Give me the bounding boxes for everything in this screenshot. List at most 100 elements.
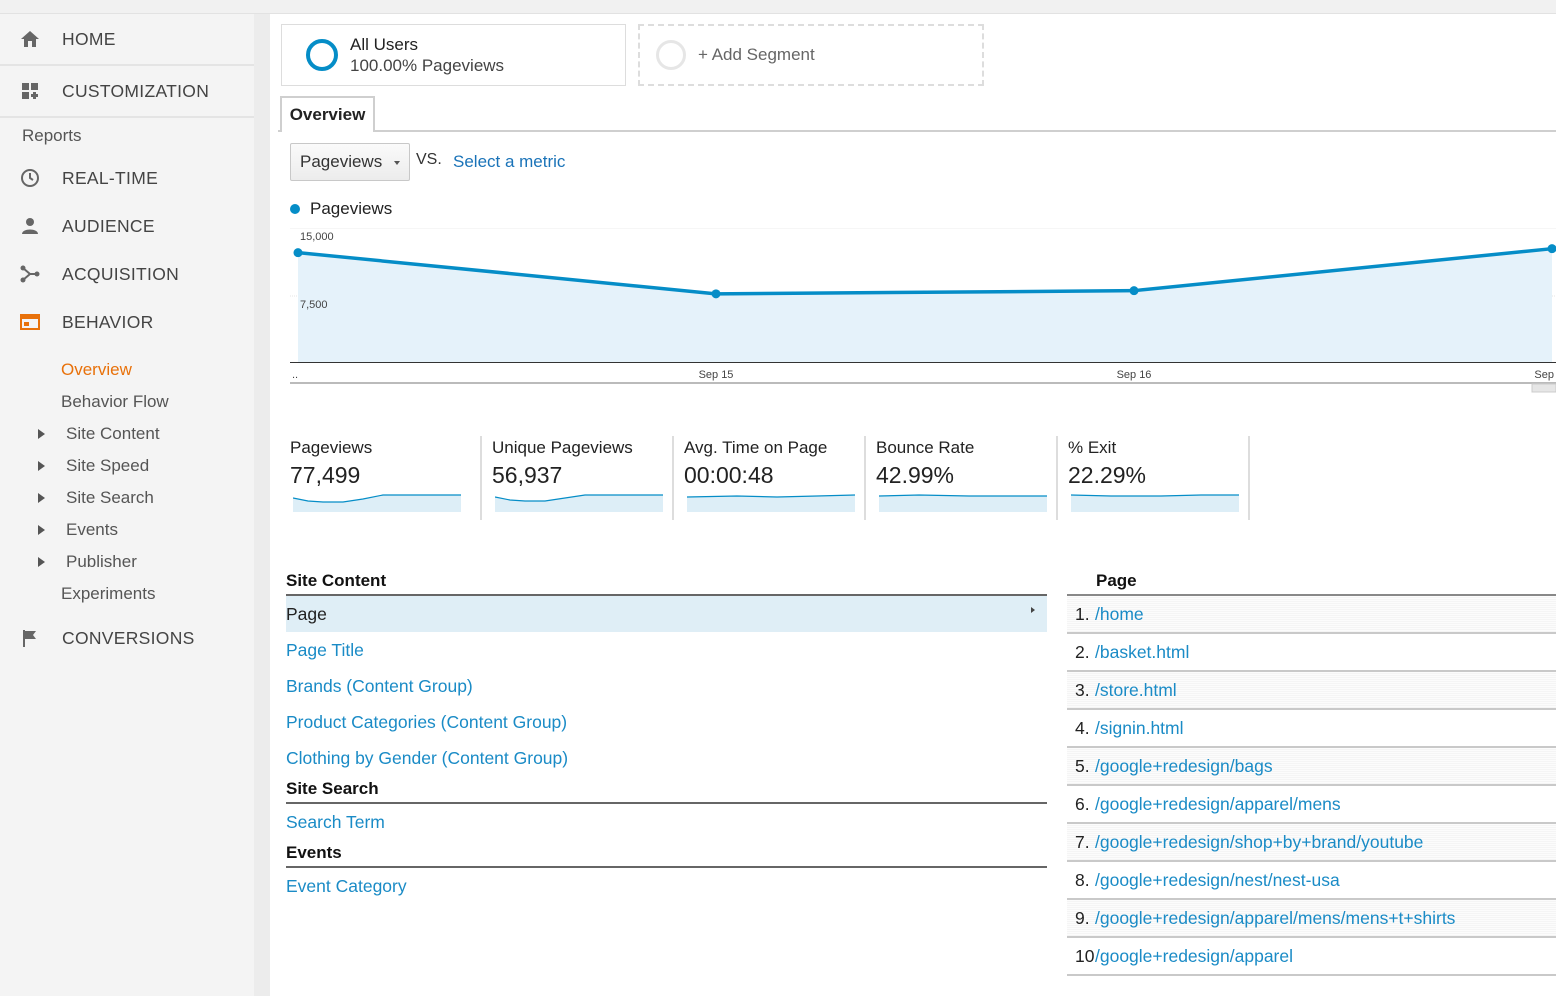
table-row: 9./google+redesign/apparel/mens/mens+t+s… — [1067, 900, 1556, 938]
x-tick-label: Sep 16 — [1117, 369, 1152, 381]
dashboard-grid-icon — [0, 81, 62, 101]
metric-dropdown[interactable]: Pageviews — [290, 143, 410, 181]
scorecard-exit[interactable]: % Exit 22.29% — [1058, 436, 1250, 520]
segment-name: All Users — [350, 34, 419, 54]
site-content-table: Site Content Page Page Title Brands (Con… — [286, 570, 1047, 904]
page-link[interactable]: /home — [1095, 603, 1144, 624]
data-point — [711, 289, 721, 299]
link-event-category[interactable]: Event Category — [286, 875, 407, 896]
table-row: 3./store.html — [1067, 672, 1556, 710]
nav-site-content-label: Site Content — [66, 424, 160, 443]
expand-triangle-icon — [38, 461, 45, 471]
row-number: 8. — [1075, 869, 1090, 890]
scorecard-label: Pageviews — [290, 438, 373, 457]
nav-site-speed[interactable]: Site Speed — [0, 450, 254, 482]
nav-customization[interactable]: CUSTOMIZATION — [0, 66, 254, 118]
nav-site-speed-label: Site Speed — [66, 456, 150, 475]
row-number: 10 — [1075, 945, 1095, 966]
link-brands[interactable]: Brands (Content Group) — [286, 675, 473, 696]
scorecard-avg-time[interactable]: Avg. Time on Page 00:00:48 — [674, 436, 866, 520]
page-link[interactable]: /google+redesign/apparel/mens — [1095, 793, 1341, 814]
scorecard-label: Unique Pageviews — [492, 438, 633, 457]
scorecard-label: Bounce Rate — [876, 438, 975, 457]
segment-all-users[interactable]: All Users 100.00% Pageviews — [281, 24, 626, 86]
chart-scroll-handle — [1531, 383, 1556, 393]
nav-events[interactable]: Events — [0, 514, 254, 546]
row-number: 1. — [1075, 603, 1090, 624]
nav-publisher[interactable]: Publisher — [0, 546, 254, 578]
page-link[interactable]: /signin.html — [1095, 717, 1184, 738]
x-tick-label: Sep 15 — [699, 369, 734, 381]
nav-home[interactable]: HOME — [0, 14, 254, 66]
page-link[interactable]: /google+redesign/bags — [1095, 755, 1273, 776]
nav-experiments[interactable]: Experiments — [61, 584, 156, 603]
scorecard-pageviews[interactable]: Pageviews 77,499 — [290, 436, 482, 520]
nav-behavior[interactable]: BEHAVIOR — [0, 298, 254, 346]
scorecard-unique-pageviews[interactable]: Unique Pageviews 56,937 — [482, 436, 674, 520]
nav-conversions-label: CONVERSIONS — [62, 627, 195, 648]
site-content-header: Site Content — [286, 570, 1047, 596]
page-table-header: Page — [1067, 570, 1556, 596]
row-number: 5. — [1075, 755, 1090, 776]
events-header: Events — [286, 842, 1047, 868]
scorecard-value: 77,499 — [290, 462, 361, 488]
nav-audience[interactable]: AUDIENCE — [0, 202, 254, 250]
vs-label: VS. — [416, 151, 442, 168]
add-segment-button[interactable]: + Add Segment — [638, 24, 984, 86]
page-link[interactable]: /google+redesign/apparel — [1095, 945, 1294, 966]
select-metric-link[interactable]: Select a metric — [453, 152, 566, 171]
table-row: 10/google+redesign/apparel — [1067, 938, 1556, 976]
nav-site-search[interactable]: Site Search — [0, 482, 254, 514]
nav-conversions[interactable]: CONVERSIONS — [0, 614, 254, 662]
link-search-term[interactable]: Search Term — [286, 811, 385, 832]
nav-publisher-label: Publisher — [66, 552, 137, 571]
page-link[interactable]: /google+redesign/shop+by+brand/youtube — [1095, 831, 1424, 852]
table-row: 5./google+redesign/bags — [1067, 748, 1556, 786]
tab-divider — [278, 130, 1556, 132]
pageviews-chart: 15,000 7,500.. Sep 15 Sep 16 Sep — [290, 228, 1556, 393]
add-segment-label: + Add Segment — [698, 45, 815, 64]
link-clothing-gender[interactable]: Clothing by Gender (Content Group) — [286, 747, 569, 768]
table-row: 7./google+redesign/shop+by+brand/youtube — [1067, 824, 1556, 862]
link-page-title[interactable]: Page Title — [286, 639, 364, 660]
nav-behavior-overview[interactable]: Overview — [61, 360, 132, 379]
nav-events-label: Events — [66, 520, 118, 539]
page-link[interactable]: /google+redesign/apparel/mens/mens+t+shi… — [1095, 907, 1456, 928]
nav-behavior-label: BEHAVIOR — [62, 311, 154, 332]
nav-acquisition-label: ACQUISITION — [62, 263, 180, 284]
expand-triangle-icon — [38, 525, 45, 535]
nav-acquisition[interactable]: ACQUISITION — [0, 250, 254, 298]
x-tick-label: Sep — [1534, 369, 1554, 381]
page-link[interactable]: /store.html — [1095, 679, 1177, 700]
table-row: 4./signin.html — [1067, 710, 1556, 748]
data-point — [1129, 286, 1139, 296]
chevron-down-icon — [394, 161, 400, 165]
empty-segment-ring-icon — [656, 40, 686, 70]
nav-site-search-label: Site Search — [66, 488, 154, 507]
sparkline — [879, 494, 1047, 512]
scorecard-label: % Exit — [1068, 438, 1117, 457]
nav-site-content[interactable]: Site Content — [0, 418, 254, 450]
legend-label: Pageviews — [310, 199, 393, 218]
page-link[interactable]: /basket.html — [1095, 641, 1190, 662]
site-search-header: Site Search — [286, 778, 1047, 804]
row-number: 9. — [1075, 907, 1090, 928]
expand-triangle-icon — [38, 429, 45, 439]
link-product-categories[interactable]: Product Categories (Content Group) — [286, 711, 568, 732]
data-point — [1547, 244, 1556, 254]
site-content-page-row[interactable]: Page — [286, 596, 1047, 632]
scorecard-value: 42.99% — [876, 462, 955, 488]
tab-overview[interactable]: Overview — [280, 96, 375, 132]
data-point — [293, 248, 303, 258]
acquisition-branch-icon — [0, 264, 62, 284]
row-number: 4. — [1075, 717, 1090, 738]
nav-behavior-flow[interactable]: Behavior Flow — [61, 392, 169, 411]
row-number: 6. — [1075, 793, 1090, 814]
scorecard-bounce-rate[interactable]: Bounce Rate 42.99% — [866, 436, 1058, 520]
nav-realtime[interactable]: REAL-TIME — [0, 154, 254, 202]
page-link[interactable]: /google+redesign/nest/nest-usa — [1095, 869, 1340, 890]
metric-dropdown-value: Pageviews — [300, 152, 383, 171]
scorecard-label: Avg. Time on Page — [684, 438, 828, 457]
sidebar-gutter — [254, 14, 270, 996]
scorecard-value: 22.29% — [1068, 462, 1147, 488]
